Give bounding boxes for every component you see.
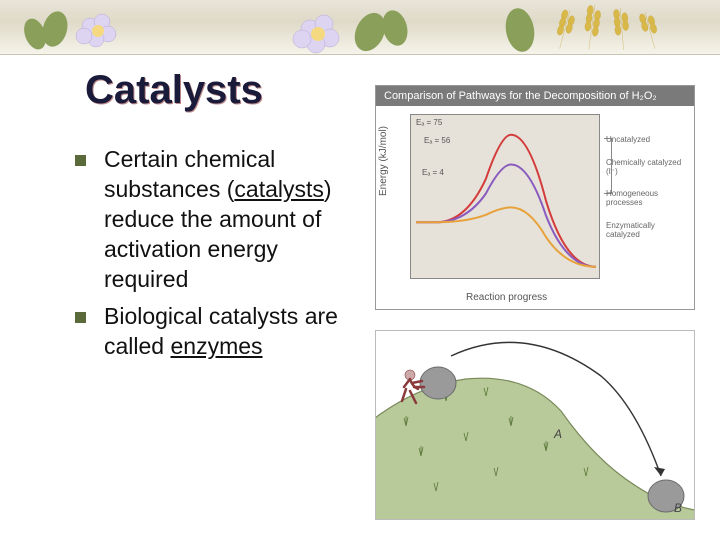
chart-y-axis-label: Energy (kJ/mol) xyxy=(378,126,389,196)
bullet-item: Certain chemical substances (catalysts) … xyxy=(75,145,355,294)
bullet-marker-icon xyxy=(75,155,86,166)
bullet-item: Biological catalysts are called enzymes xyxy=(75,302,355,362)
ea-label-2: Eₐ = 4 xyxy=(422,168,444,177)
arrow-head-icon xyxy=(654,467,665,476)
hill-shape xyxy=(376,378,695,520)
chart-header: Comparison of Pathways for the Decomposi… xyxy=(376,86,694,106)
chart-legend: Uncatalyzed Chemically catalyzed (I⁻) Ho… xyxy=(606,136,688,254)
ea-label-1: Eₐ = 56 xyxy=(424,136,450,145)
boulder-top xyxy=(420,367,456,399)
floral-center-icon xyxy=(280,4,430,54)
floral-left-icon xyxy=(20,4,140,54)
hill-label-b: B xyxy=(674,501,682,515)
chart-x-axis-label: Reaction progress xyxy=(466,292,547,303)
bullet-marker-icon xyxy=(75,312,86,323)
wheat-right-icon xyxy=(500,0,680,55)
energy-curve xyxy=(416,135,596,267)
bullet-text: Certain chemical substances (catalysts) … xyxy=(104,145,355,294)
bullet-list: Certain chemical substances (catalysts) … xyxy=(75,145,355,370)
slide-title: Catalysts xyxy=(85,68,263,113)
legend-item-0: Uncatalyzed xyxy=(606,136,688,145)
energy-curve xyxy=(416,207,596,266)
energy-chart: Comparison of Pathways for the Decomposi… xyxy=(375,85,695,310)
legend-item-1: Chemically catalyzed (I⁻) xyxy=(606,159,688,177)
legend-bracket-label: Homogeneous processes xyxy=(606,190,688,208)
legend-item-2: Enzymatically catalyzed xyxy=(606,222,688,240)
bullet-text: Biological catalysts are called enzymes xyxy=(104,302,355,362)
hill-illustration: A B xyxy=(375,330,695,520)
decorative-top-border xyxy=(0,0,720,55)
hill-label-a: A xyxy=(554,427,562,441)
ea-label-0: Eₐ = 75 xyxy=(416,118,442,127)
